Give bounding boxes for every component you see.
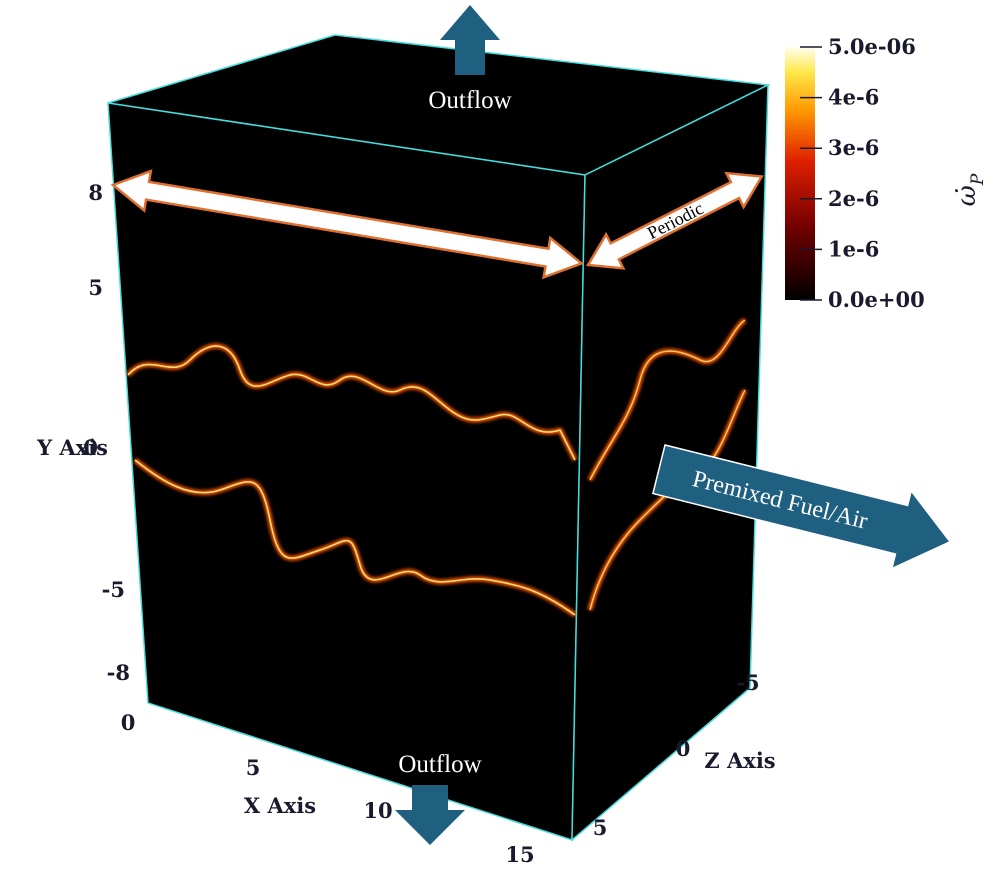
outflow-arrow-top	[440, 5, 500, 75]
z-tick-label: 0	[676, 736, 691, 761]
outflow-label-top: Outflow	[428, 87, 511, 114]
z-tick-label: 5	[593, 815, 608, 840]
colorbar-tick-label: 5.0e-06	[828, 34, 916, 59]
outflow-label-bottom: Outflow	[398, 751, 481, 778]
x-tick-label: 10	[363, 798, 392, 823]
x-axis-label: X Axis	[244, 793, 316, 818]
y-tick-label: 5	[88, 275, 103, 300]
y-axis-label: Y Axis	[36, 435, 108, 460]
colorbar-tick-label: 1e-6	[828, 236, 879, 261]
x-tick-label: 0	[121, 710, 136, 735]
z-tick-label: -5	[736, 670, 759, 695]
outflow-arrow-bottom	[395, 785, 465, 845]
y-tick-label: -8	[107, 660, 130, 685]
colorbar-title: ω̇P	[952, 173, 988, 206]
front-face	[107, 102, 586, 842]
y-tick-label: 0	[83, 435, 98, 460]
y-tick-label: 8	[88, 180, 103, 205]
y-tick-label: -5	[102, 577, 125, 602]
colorbar-tick-label: 0.0e+00	[828, 287, 925, 312]
colorbar-tick-label: 3e-6	[828, 135, 879, 160]
x-tick-label: 5	[246, 755, 261, 780]
z-axis-label: Z Axis	[704, 748, 775, 773]
inflow-arrow: Premixed Fuel/Air	[651, 444, 952, 570]
colorbar-tick-label: 4e-6	[828, 85, 879, 110]
x-tick-label: 15	[505, 842, 534, 867]
colorbar	[785, 47, 815, 300]
colorbar-tick-label: 2e-6	[828, 186, 879, 211]
